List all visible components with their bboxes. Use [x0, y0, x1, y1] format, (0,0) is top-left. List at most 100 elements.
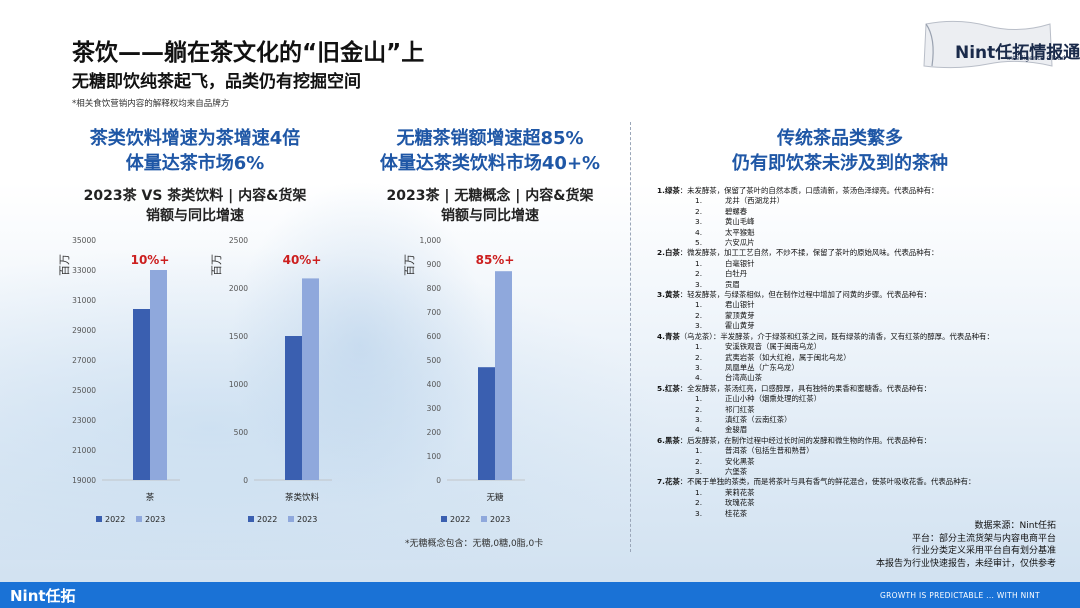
- chart-tea-drinks: 0 500 1000 1500 2000 2500 百万 40%+ 茶类饮料 2022 2023: [210, 236, 332, 524]
- tea-category: 6.黑茶：后发酵茶，在制作过程中经过长时间的发酵和微生物的作用。代表品种有：: [657, 436, 1072, 446]
- legend-label-2023: 2023: [297, 515, 317, 524]
- y-tick-label: 500: [427, 356, 442, 365]
- tea-variety: 3. 霍山黄芽: [695, 321, 755, 331]
- middle-chart-title-2: 销额与同比增速: [441, 208, 539, 224]
- left-headline: 茶类饮料增速为茶增速4倍 体量达茶市场6%: [55, 126, 335, 176]
- tea-variety: 2. 玫瑰花茶: [695, 498, 755, 508]
- tea-category-desc: ：轻发酵茶，与绿茶相似，但在制作过程中增加了闷黄的步骤。代表品种有：: [679, 290, 932, 300]
- tea-category-desc: ：未发酵茶，保留了茶叶的自然本质，口感清新，茶汤色泽绿亮。代表品种有：: [679, 186, 939, 195]
- legend-swatch-2022: [441, 516, 447, 522]
- bottom-bar: [0, 582, 1080, 608]
- y-tick-label: 0: [436, 476, 441, 485]
- tea-variety: 1. 君山银针: [695, 300, 755, 310]
- tea-variety: 4. 台湾高山茶: [695, 373, 762, 383]
- y-tick-label: 500: [234, 428, 249, 437]
- legend-swatch-2023: [288, 516, 294, 522]
- y-tick-label: 35000: [72, 236, 96, 245]
- y-tick-label: 200: [427, 428, 442, 437]
- tea-category: 2.白茶：微发酵茶，加工工艺自然，不炒不揉，保留了茶叶的原始风味。代表品种有：: [657, 248, 1072, 258]
- y-axis-label: 百万: [210, 254, 223, 276]
- y-tick-label: 1,000: [420, 236, 442, 245]
- tea-category: 4.青茶（乌龙茶）：半发酵茶，介于绿茶和红茶之间，既有绿茶的清香，又有红茶的醇厚…: [657, 332, 1072, 342]
- tea-variety: 1. 正山小种（烟熏处理的红茶）: [695, 394, 822, 404]
- background-splash-2: [230, 180, 490, 510]
- category-label: 茶类饮料: [285, 492, 320, 503]
- tea-variety: 2. 白牡丹: [695, 269, 748, 279]
- y-tick-label: 700: [427, 308, 442, 317]
- tea-variety: 2. 祁门红茶: [695, 404, 755, 414]
- tea-category-label: 2.白茶: [657, 248, 680, 258]
- right-headline-2: 仍有即饮茶未涉及到的茶种: [732, 153, 948, 174]
- tea-variety: 2. 蒙顶黄芽: [695, 310, 755, 320]
- y-tick-label: 100: [427, 452, 442, 461]
- tea-variety: 3. 黄山毛峰: [695, 217, 755, 227]
- tea-category-desc: （乌龙茶）：半发酵茶，介于绿茶和红茶之间，既有绿茶的清香，又有红茶的醇厚。代表品…: [679, 331, 994, 341]
- y-tick-label: 23000: [72, 416, 96, 425]
- legend-label-2022: 2022: [105, 515, 125, 524]
- right-headline-1: 传统茶品类繁多: [777, 128, 903, 149]
- tea-category-label: 5.红茶: [657, 383, 680, 393]
- tea-variety: 5. 六安瓜片: [695, 238, 755, 248]
- page-subtitle: 无糖即饮纯茶起飞，品类仍有挖掘空间: [72, 72, 361, 92]
- middle-headline: 无糖茶销额增速超85% 体量达茶类饮料市场40+%: [365, 126, 615, 176]
- y-tick-label: 33000: [72, 266, 96, 275]
- bottom-logo: Nint任拓: [10, 587, 76, 605]
- tea-category-label: 1.绿茶: [657, 186, 680, 195]
- growth-label: 40%+: [283, 253, 322, 267]
- tea-category-label: 3.黄茶: [657, 290, 680, 300]
- y-tick-label: 800: [427, 284, 442, 293]
- tea-variety: 1. 普洱茶（包括生普和熟普）: [695, 446, 814, 456]
- y-tick-label: 1500: [229, 332, 248, 341]
- y-tick-label: 1000: [229, 380, 248, 389]
- growth-label: 10%+: [131, 253, 170, 267]
- middle-headline-2: 体量达茶类饮料市场40+%: [379, 153, 601, 174]
- y-tick-label: 600: [427, 332, 442, 341]
- category-label: 无糖: [486, 492, 504, 503]
- left-headline-1: 茶类饮料增速为茶增速4倍: [89, 128, 301, 149]
- section-divider: [630, 122, 631, 552]
- source-line-4: 本报告为行业快速报告，未经审计，仅供参考: [875, 558, 1056, 569]
- legend-label-2023: 2023: [145, 515, 165, 524]
- bottom-slogan: GROWTH IS PREDICTABLE ... WITH NINT: [880, 591, 1040, 600]
- left-chart-title-1: 2023茶 VS 茶类饮料 | 内容&货架: [83, 188, 307, 204]
- sugar-free-footnote: *无糖概念包含：无糖,0糖,0脂,0卡: [405, 539, 544, 549]
- tea-category-label: 7.花茶: [657, 477, 680, 487]
- y-tick-label: 400: [427, 380, 442, 389]
- tea-variety: 1. 龙井（西湖龙井）: [695, 196, 785, 206]
- y-tick-label: 300: [427, 404, 442, 413]
- legend-label-2022: 2022: [257, 515, 277, 524]
- legend-swatch-2022: [96, 516, 102, 522]
- right-headline: 传统茶品类繁多 仍有即饮茶未涉及到的茶种: [680, 126, 1000, 176]
- y-tick-label: 0: [243, 476, 248, 485]
- tea-variety: 3. 凤凰单丛（广东乌龙）: [695, 362, 799, 372]
- y-tick-label: 25000: [72, 386, 96, 395]
- bar-2022: [478, 367, 495, 480]
- y-tick-label: 29000: [72, 326, 96, 335]
- y-tick-label: 2000: [229, 284, 248, 293]
- y-axis-label: 百万: [58, 254, 71, 276]
- y-tick-label: 21000: [72, 446, 96, 455]
- legend-swatch-2023: [481, 516, 487, 522]
- tea-variety: 2. 安化黑茶: [695, 456, 755, 466]
- middle-chart-title-1: 2023茶 | 无糖概念 | 内容&货架: [386, 188, 594, 204]
- tea-category-label: 6.黑茶: [657, 435, 680, 445]
- left-headline-2: 体量达茶市场6%: [125, 153, 265, 174]
- tea-category-desc: ：不属于单独的茶类，而是将茶叶与具有香气的鲜花混合，使茶叶吸收花香。代表品种有：: [679, 477, 976, 487]
- tea-variety: 1. 白毫银针: [695, 258, 755, 268]
- tea-variety: 1. 安溪铁观音（属于闽南乌龙）: [695, 342, 822, 352]
- legend-label-2023: 2023: [490, 515, 510, 524]
- tea-category: 3.黄茶：轻发酵茶，与绿茶相似，但在制作过程中增加了闷黄的步骤。代表品种有：: [657, 290, 1072, 300]
- tea-variety: 2. 碧螺春: [695, 206, 748, 216]
- data-source: 数据来源：Nint任拓 平台：部分主流货架与内容电商平台 行业分类定义采用平台自…: [760, 520, 1056, 570]
- chart-tea: 19000 21000 23000 25000 27000 29000 31000 33000…: [58, 236, 180, 524]
- y-tick-label: 900: [427, 260, 442, 269]
- tea-category: 5.红茶：全发酵茶，茶汤红亮，口感醇厚，具有独特的果香和蜜糖香。代表品种有：: [657, 384, 1072, 394]
- bar-2023: [495, 271, 512, 480]
- source-line-3: 行业分类定义采用平台自有划分基准: [911, 546, 1056, 556]
- tea-variety: 4. 金骏眉: [695, 425, 748, 435]
- page-title: 茶饮——躺在茶文化的“旧金山”上: [72, 40, 425, 66]
- middle-chart-title: 2023茶 | 无糖概念 | 内容&货架 销额与同比增速: [365, 186, 615, 226]
- tea-category-list: 1.绿茶：未发酵茶，保留了茶叶的自然本质，口感清新，茶汤色泽绿亮。代表品种有： 1…: [657, 186, 1072, 519]
- y-axis-label: 百万: [403, 254, 416, 276]
- tea-variety: 3. 贡眉: [695, 279, 740, 289]
